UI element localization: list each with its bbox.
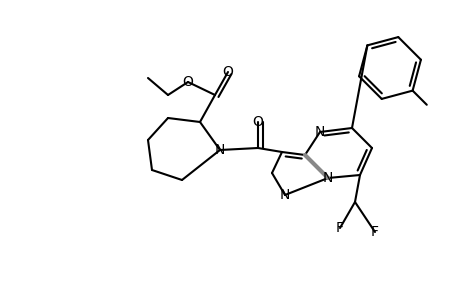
Text: F: F bbox=[335, 221, 343, 235]
Text: O: O bbox=[252, 115, 263, 129]
Text: N: N bbox=[322, 171, 332, 185]
Text: N: N bbox=[214, 143, 225, 157]
Text: F: F bbox=[370, 225, 378, 239]
Text: O: O bbox=[222, 65, 233, 79]
Text: N: N bbox=[314, 125, 325, 139]
Text: N: N bbox=[279, 188, 290, 202]
Text: O: O bbox=[182, 75, 193, 89]
